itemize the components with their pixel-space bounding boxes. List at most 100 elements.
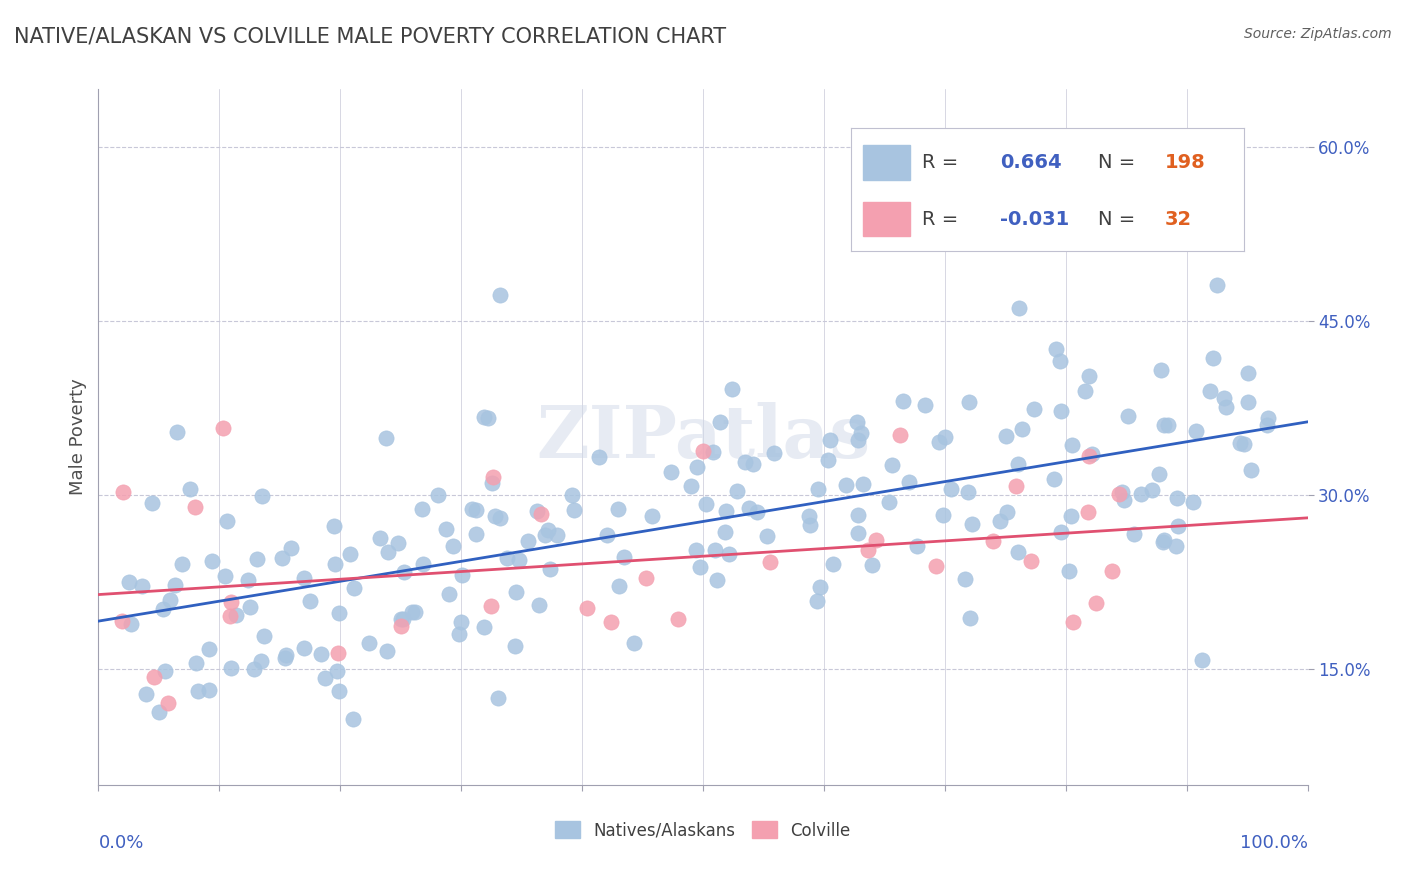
Point: [271, 551, 294, 566]
Point: [212, 421, 235, 435]
Point: [808, 580, 831, 594]
Point: [527, 598, 550, 612]
Text: 198: 198: [1166, 153, 1206, 172]
Text: 100.0%: 100.0%: [1240, 834, 1308, 852]
Point: [685, 543, 707, 558]
Point: [326, 664, 349, 678]
Point: [186, 656, 208, 670]
Point: [1081, 447, 1104, 461]
Point: [914, 398, 936, 412]
Point: [1164, 539, 1187, 553]
Point: [891, 394, 914, 409]
Point: [111, 614, 134, 628]
Point: [689, 560, 711, 574]
Point: [1181, 495, 1204, 509]
Point: [1008, 301, 1031, 315]
Point: [1050, 404, 1073, 418]
Point: [714, 525, 737, 540]
Point: [479, 599, 502, 614]
Point: [1240, 463, 1263, 477]
Point: [184, 500, 207, 514]
Point: [495, 551, 517, 566]
Point: [818, 434, 841, 448]
Point: [720, 382, 742, 396]
Point: [1108, 487, 1130, 501]
Point: [152, 601, 174, 615]
Point: [219, 661, 242, 675]
Point: [1077, 449, 1099, 463]
Point: [246, 552, 269, 566]
Point: [955, 572, 977, 586]
Point: [546, 527, 568, 541]
Point: [120, 617, 142, 632]
Text: Source: ZipAtlas.com: Source: ZipAtlas.com: [1244, 27, 1392, 41]
Text: -0.031: -0.031: [1001, 210, 1070, 228]
Point: [389, 612, 412, 626]
Point: [939, 482, 962, 496]
Point: [852, 477, 875, 491]
Point: [135, 687, 157, 701]
Point: [225, 608, 247, 623]
Point: [1166, 491, 1188, 505]
Point: [607, 579, 630, 593]
Point: [472, 409, 495, 424]
Point: [118, 574, 141, 589]
Point: [1077, 505, 1099, 519]
Point: [737, 501, 759, 516]
Point: [538, 561, 561, 575]
Point: [1130, 486, 1153, 500]
Text: NATIVE/ALASKAN VS COLVILLE MALE POVERTY CORRELATION CHART: NATIVE/ALASKAN VS COLVILLE MALE POVERTY …: [14, 27, 725, 46]
Point: [143, 670, 166, 684]
Point: [434, 522, 457, 536]
Point: [489, 511, 512, 525]
Point: [179, 482, 201, 496]
Point: [928, 435, 950, 450]
Point: [1116, 409, 1139, 423]
Point: [155, 664, 177, 678]
Point: [1004, 479, 1026, 493]
Point: [412, 558, 434, 572]
Point: [1213, 391, 1236, 405]
Point: [957, 395, 980, 409]
Point: [806, 482, 828, 496]
Point: [692, 444, 714, 458]
Point: [198, 641, 221, 656]
Point: [860, 558, 883, 572]
Point: [250, 654, 273, 668]
Point: [172, 557, 194, 571]
Point: [734, 455, 756, 469]
Point: [1153, 533, 1175, 547]
Point: [325, 557, 347, 571]
Point: [236, 573, 259, 587]
Point: [537, 523, 560, 537]
Point: [141, 496, 163, 510]
Point: [1206, 277, 1229, 292]
Point: [575, 601, 598, 615]
Point: [1237, 366, 1260, 380]
Point: [156, 696, 179, 710]
Point: [1111, 484, 1133, 499]
Point: [1191, 653, 1213, 667]
Point: [328, 606, 350, 620]
Text: N =: N =: [1098, 210, 1136, 228]
Point: [641, 508, 664, 523]
Point: [1215, 400, 1237, 414]
Point: [845, 415, 868, 429]
Point: [314, 671, 336, 685]
Point: [166, 425, 188, 440]
Point: [298, 594, 321, 608]
Point: [636, 571, 658, 585]
Point: [725, 483, 748, 498]
Point: [292, 640, 315, 655]
Point: [292, 571, 315, 585]
Point: [1011, 422, 1033, 436]
Point: [1202, 351, 1225, 366]
Point: [1157, 417, 1180, 432]
Point: [1142, 483, 1164, 498]
Point: [1062, 615, 1084, 629]
Point: [339, 547, 361, 561]
Point: [806, 594, 828, 608]
Point: [197, 682, 219, 697]
Point: [343, 581, 366, 595]
Point: [706, 573, 728, 587]
